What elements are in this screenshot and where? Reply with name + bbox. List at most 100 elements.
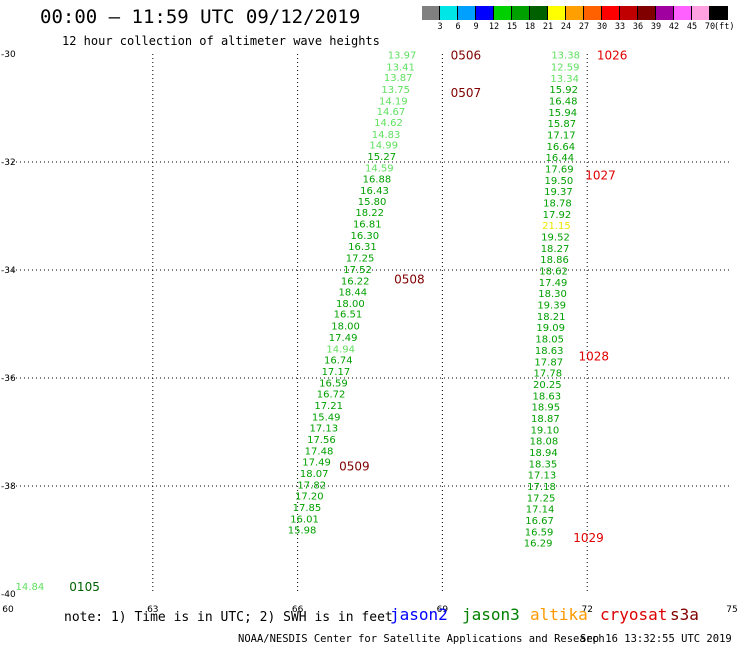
wave-height-value: 17.69 (545, 164, 574, 175)
wave-height-value: 15.80 (358, 197, 387, 208)
lat-tick-label: -30 (1, 50, 16, 60)
color-legend-labels: 3 6 9 12 15 18 21 24 27 30 33 36 39 42 45 70 (ft) (422, 20, 734, 34)
wave-height-value: 17.49 (302, 458, 331, 469)
wave-height-value: 17.48 (305, 446, 334, 457)
pass-time-label: 1029 (573, 531, 604, 545)
color-legend-label: 18 (524, 22, 536, 32)
wave-height-value: 18.00 (336, 299, 365, 310)
color-legend-label: 15 (506, 22, 518, 32)
wave-height-value: 14.62 (374, 118, 403, 129)
wave-height-value: 14.99 (369, 141, 398, 152)
wave-height-value: 16.43 (360, 186, 389, 197)
track-east: 13.3812.5913.3415.9216.4815.9415.8717.17… (524, 51, 580, 550)
color-legend-label: 33 (614, 22, 626, 32)
wave-height-value: 16.30 (351, 231, 380, 242)
color-swatch (710, 6, 728, 20)
wave-height-value: 18.87 (531, 414, 560, 425)
pass-time-label: 0509 (339, 459, 370, 473)
wave-height-value: 13.97 (388, 51, 417, 62)
wave-height-value: 18.30 (538, 289, 567, 300)
color-legend-label: 6 (455, 22, 461, 32)
wave-height-value: 19.52 (541, 233, 570, 244)
wave-height-value: 18.27 (541, 244, 570, 255)
satellite-cryosat: cryosat (600, 605, 668, 624)
wave-height-value: 17.92 (543, 210, 572, 221)
color-legend-label: 45 (686, 22, 698, 32)
wave-height-value: 17.17 (547, 130, 576, 141)
lon-tick-label: 72 (581, 605, 592, 615)
color-swatch (530, 6, 548, 20)
wave-height-value: 19.50 (545, 176, 574, 187)
wave-height-value: 17.20 (295, 492, 324, 503)
wave-height-value: 16.48 (549, 96, 578, 107)
wave-height-value: 16.29 (524, 539, 553, 550)
pass-time-label: 0508 (394, 273, 425, 287)
pass-time-label: 1026 (597, 49, 628, 63)
lat-tick-label: -36 (1, 374, 16, 384)
pass-time-label: 1027 (585, 168, 616, 182)
wave-height-value: 18.94 (529, 448, 558, 459)
satellite-altika: altika (530, 605, 588, 624)
color-legend-label: 24 (560, 22, 572, 32)
wave-height-value: 18.35 (529, 459, 558, 470)
wave-height-value: 17.17 (322, 367, 351, 378)
color-legend-label: 70 (704, 22, 716, 32)
color-legend-label: 3 (437, 22, 443, 32)
pass-time-label: 0506 (451, 49, 482, 63)
wave-height-value: 16.67 (525, 516, 554, 527)
wave-height-value: 18.22 (355, 208, 384, 219)
wave-height-value: 19.39 (537, 301, 566, 312)
lon-tick-label: 60 (2, 605, 14, 615)
lon-tick-label: 66 (292, 605, 304, 615)
wave-height-value: 18.07 (300, 469, 329, 480)
lat-tick-label: -32 (1, 158, 16, 168)
track-values: 13.9713.4113.8713.7514.1914.6714.6214.83… (16, 51, 580, 593)
wave-height-value: 18.00 (331, 322, 360, 333)
satellite-s3a: s3a (670, 605, 699, 624)
wave-height-value: 18.05 (535, 335, 564, 346)
color-swatch (692, 6, 710, 20)
pass-time-label: 0105 (69, 580, 100, 594)
wave-height-value: 13.38 (551, 51, 580, 62)
color-legend: 3 6 9 12 15 18 21 24 27 30 33 36 39 42 45 70 (ft) (422, 6, 734, 34)
map-axes: 60 63 66 69 72 75 -30 -32 -34 -36 -38 -40 (1, 50, 738, 615)
wave-height-value: 15.98 (288, 526, 317, 537)
color-swatch (422, 6, 440, 20)
color-legend-label: 21 (542, 22, 554, 32)
wave-height-value: 17.21 (314, 401, 343, 412)
track-west: 13.9713.4113.8713.7514.1914.6714.6214.83… (288, 51, 417, 537)
wave-height-value: 16.51 (334, 310, 363, 321)
color-swatch (458, 6, 476, 20)
wave-height-value: 18.86 (540, 255, 569, 266)
color-legend-label: 30 (596, 22, 608, 32)
wave-height-value: 15.49 (312, 412, 341, 423)
color-legend-label: 42 (668, 22, 680, 32)
color-legend-label: 39 (650, 22, 662, 32)
wave-height-value: 18.63 (532, 391, 561, 402)
wave-height-value: 15.92 (549, 85, 578, 96)
wave-height-value: 18.63 (535, 346, 564, 357)
wave-height-value: 12.59 (551, 62, 580, 73)
wave-height-value: 13.34 (550, 74, 579, 85)
wave-height-value: 18.21 (537, 312, 566, 323)
wave-height-value: 17.52 (343, 265, 372, 276)
footer-note: note: 1) Time is in UTC; 2) SWH is in fe… (64, 610, 393, 625)
wave-height-value: 16.81 (353, 220, 382, 231)
color-swatch (656, 6, 674, 20)
color-swatch (620, 6, 638, 20)
wave-height-value: 17.13 (528, 471, 557, 482)
lat-tick-label: -38 (1, 482, 16, 492)
wave-height-value: 18.44 (338, 288, 367, 299)
color-swatch (638, 6, 656, 20)
wave-height-value: 17.87 (534, 357, 563, 368)
wave-height-value: 15.94 (548, 108, 577, 119)
wave-height-value: 14.59 (365, 163, 394, 174)
color-swatch (566, 6, 584, 20)
color-swatch (548, 6, 566, 20)
lat-tick-label: -34 (1, 266, 16, 276)
wave-height-value: 17.14 (526, 505, 555, 516)
footer-timestamp: Sep 16 13:32:55 UTC 2019 (580, 633, 732, 645)
wave-height-value: 16.88 (363, 175, 392, 186)
wave-height-value: 17.25 (527, 493, 556, 504)
wave-height-value: 16.64 (546, 142, 575, 153)
